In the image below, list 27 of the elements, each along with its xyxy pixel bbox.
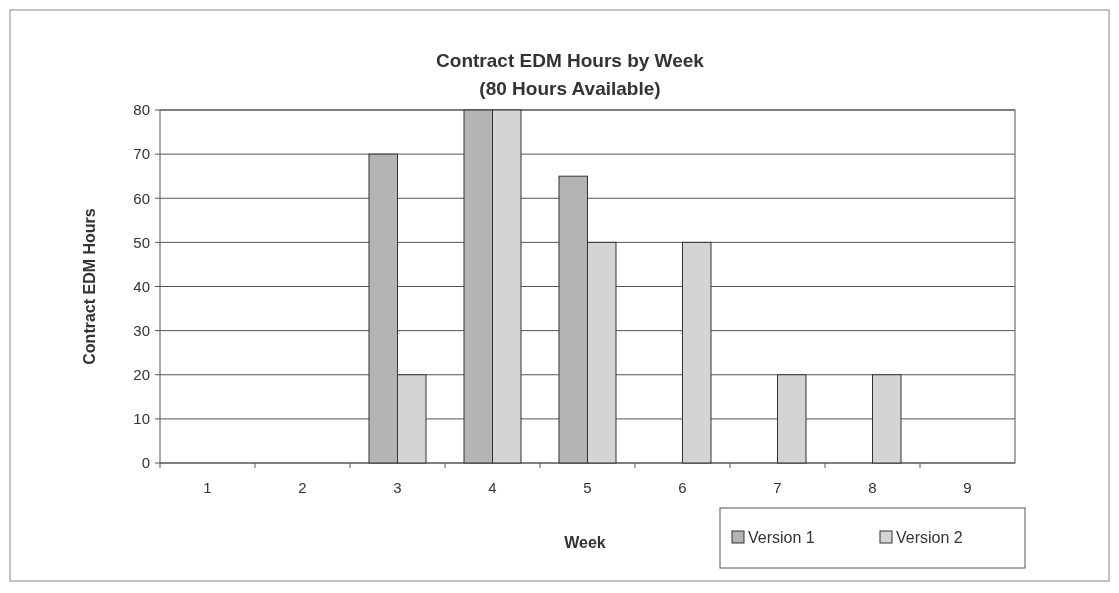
y-tick-label: 20 bbox=[133, 366, 150, 383]
x-tick-label: 1 bbox=[203, 479, 212, 496]
y-tick-label: 30 bbox=[133, 321, 150, 339]
x-tick-label: 2 bbox=[298, 479, 307, 496]
legend-label: Version 1 bbox=[748, 529, 815, 546]
x-tick-label: 6 bbox=[678, 479, 687, 496]
y-tick-label: 10 bbox=[133, 410, 150, 428]
x-tick-label: 3 bbox=[393, 479, 402, 496]
y-axis-title: Contract EDM Hours bbox=[81, 208, 98, 365]
x-tick-label: 7 bbox=[773, 479, 782, 496]
x-tick-label: 4 bbox=[488, 479, 497, 496]
x-axis-title: Week bbox=[564, 534, 606, 551]
y-tick-label: 60 bbox=[133, 189, 150, 207]
y-tick-label: 70 bbox=[133, 145, 150, 163]
x-tick-label: 9 bbox=[963, 479, 972, 496]
chart-title: Contract EDM Hours by Week bbox=[436, 50, 705, 71]
x-tick-label: 8 bbox=[868, 479, 877, 496]
y-tick-label: 40 bbox=[133, 277, 150, 295]
bar bbox=[777, 374, 807, 464]
legend-label: Version 2 bbox=[896, 529, 963, 546]
x-tick-label: 5 bbox=[583, 479, 592, 496]
bar bbox=[872, 374, 902, 464]
y-tick-label: 0 bbox=[141, 454, 150, 472]
y-tick-label: 50 bbox=[133, 233, 150, 251]
chart-subtitle: (80 Hours Available) bbox=[479, 78, 661, 99]
bar bbox=[682, 241, 712, 464]
y-tick-label: 80 bbox=[133, 101, 150, 119]
